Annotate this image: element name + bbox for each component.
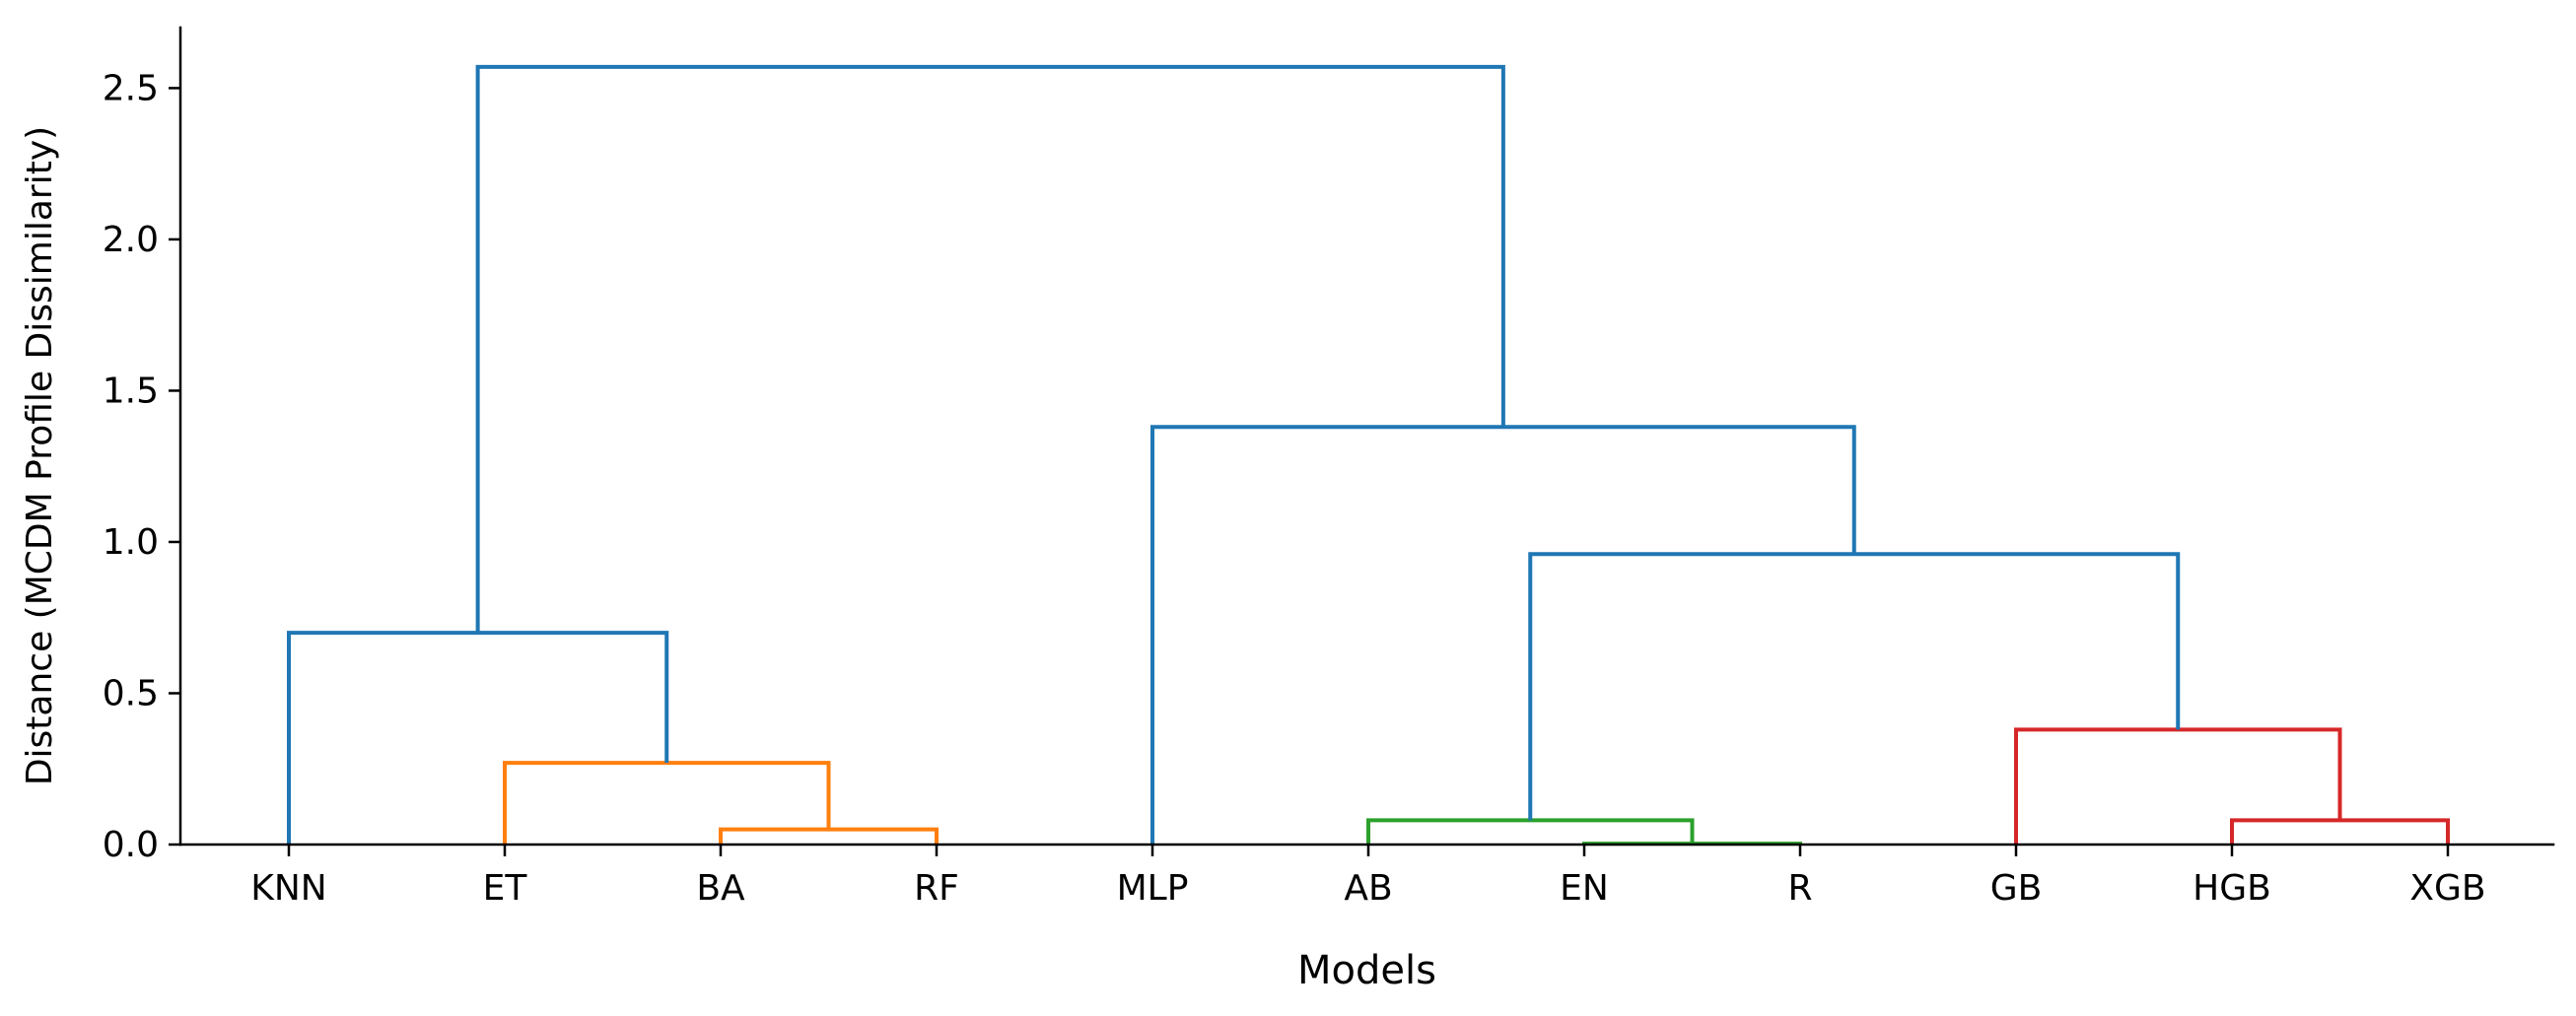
y-tick-label: 2.0 [103,220,159,260]
x-axis-label: Models [1297,948,1436,993]
y-ticks: 0.0 0.5 1.0 1.5 2.0 2.5 [103,68,180,865]
link-gb-hgb_xgb [2014,727,2342,845]
x-tick-label-hgb: HGB [2193,868,2271,909]
x-tick-label-rf: RF [914,868,959,909]
x-tick-label-xgb: XGB [2409,868,2485,909]
axes [178,26,2555,847]
link-ba-rf [719,827,939,845]
y-tick-label: 1.0 [103,522,159,563]
x-tick-label-knn: KNN [250,868,326,909]
dendrogram-links [287,64,2450,847]
y-tick-label: 2.5 [103,68,159,108]
y-tick-label: 0.5 [103,673,159,713]
x-ticks: KNN ET BA RF MLP AB EN R GB HGB XGB [250,845,2486,909]
link-hgb-xgb [2230,818,2450,845]
link-knn_et_ba_rf-mlp_ab_en_r_gb_hgb_xgb [475,64,1505,634]
x-tick-label-ab: AB [1344,868,1392,909]
y-tick-label: 1.5 [103,371,159,411]
link-mlp-ab_en_r_gb_hgb_xgb [1150,425,1856,845]
link-ab-en_r [1366,818,1695,845]
x-tick-label-mlp: MLP [1117,868,1189,909]
link-knn-et_ba_rf [287,631,669,845]
link-ab_en_r-gb_hgb_xgb [1528,552,2181,821]
y-tick-label: 0.0 [103,825,159,865]
x-tick-label-gb: GB [1990,868,2043,909]
x-tick-label-r: R [1787,868,1812,909]
link-et-ba_rf [503,761,831,845]
x-tick-label-en: EN [1560,868,1609,909]
y-axis-label: Distance (MCDM Profile Dissimilarity) [20,126,60,785]
x-tick-label-et: ET [483,868,528,909]
x-tick-label-ba: BA [696,868,745,909]
